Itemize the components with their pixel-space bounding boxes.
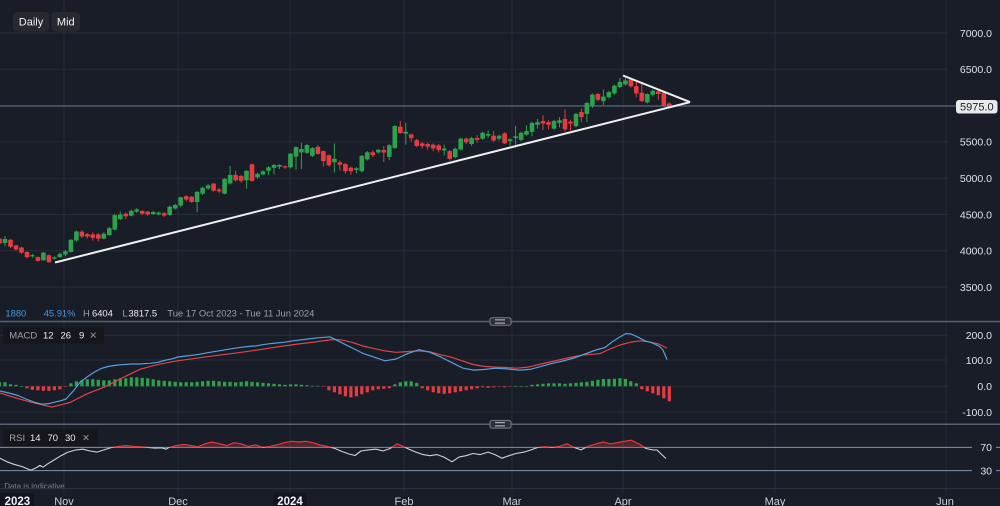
svg-text:45.91%: 45.91% xyxy=(44,308,76,319)
svg-text:70: 70 xyxy=(980,442,992,454)
svg-text:9: 9 xyxy=(79,330,84,341)
svg-text:Dec: Dec xyxy=(168,496,188,506)
svg-text:✕: ✕ xyxy=(82,433,90,444)
svg-text:0.0: 0.0 xyxy=(977,381,992,393)
svg-text:14: 14 xyxy=(30,433,41,444)
svg-text:3500.0: 3500.0 xyxy=(960,282,992,294)
svg-text:2023: 2023 xyxy=(5,496,31,506)
svg-text:30: 30 xyxy=(65,433,76,444)
svg-text:4500.0: 4500.0 xyxy=(960,209,992,221)
svg-text:26: 26 xyxy=(61,330,72,341)
svg-text:4000.0: 4000.0 xyxy=(960,246,992,258)
svg-text:70: 70 xyxy=(48,433,59,444)
svg-text:Daily: Daily xyxy=(19,17,44,29)
svg-text:✕: ✕ xyxy=(89,330,97,341)
svg-text:Jun: Jun xyxy=(936,496,954,506)
svg-text:1880: 1880 xyxy=(5,308,26,319)
svg-text:Tue 17 Oct 2023 - Tue 11 Jun 2: Tue 17 Oct 2023 - Tue 11 Jun 2024 xyxy=(167,308,314,319)
svg-text:100.0: 100.0 xyxy=(966,355,992,367)
svg-text:2024: 2024 xyxy=(277,496,303,506)
svg-text:5000.0: 5000.0 xyxy=(960,173,992,185)
svg-text:Feb: Feb xyxy=(395,496,414,506)
svg-text:L: L xyxy=(122,308,127,319)
svg-text:3817.5: 3817.5 xyxy=(128,308,157,319)
svg-text:Nov: Nov xyxy=(54,496,74,506)
svg-text:Mar: Mar xyxy=(503,496,522,506)
svg-text:7000.0: 7000.0 xyxy=(960,28,992,40)
svg-text:6404: 6404 xyxy=(92,308,113,319)
svg-text:5975.0: 5975.0 xyxy=(960,102,994,114)
svg-text:Data is indicative: Data is indicative xyxy=(4,482,65,491)
svg-text:H: H xyxy=(83,308,90,319)
svg-text:30: 30 xyxy=(980,465,992,477)
svg-text:12: 12 xyxy=(43,330,54,341)
svg-text:MACD: MACD xyxy=(9,330,37,341)
svg-text:May: May xyxy=(765,496,786,506)
svg-text:-100.0: -100.0 xyxy=(962,407,992,419)
svg-text:Apr: Apr xyxy=(614,496,631,506)
svg-text:6500.0: 6500.0 xyxy=(960,64,992,76)
svg-text:RSI: RSI xyxy=(9,433,25,444)
svg-text:200.0: 200.0 xyxy=(966,330,992,342)
svg-text:5500.0: 5500.0 xyxy=(960,137,992,149)
svg-text:Mid: Mid xyxy=(57,17,75,29)
